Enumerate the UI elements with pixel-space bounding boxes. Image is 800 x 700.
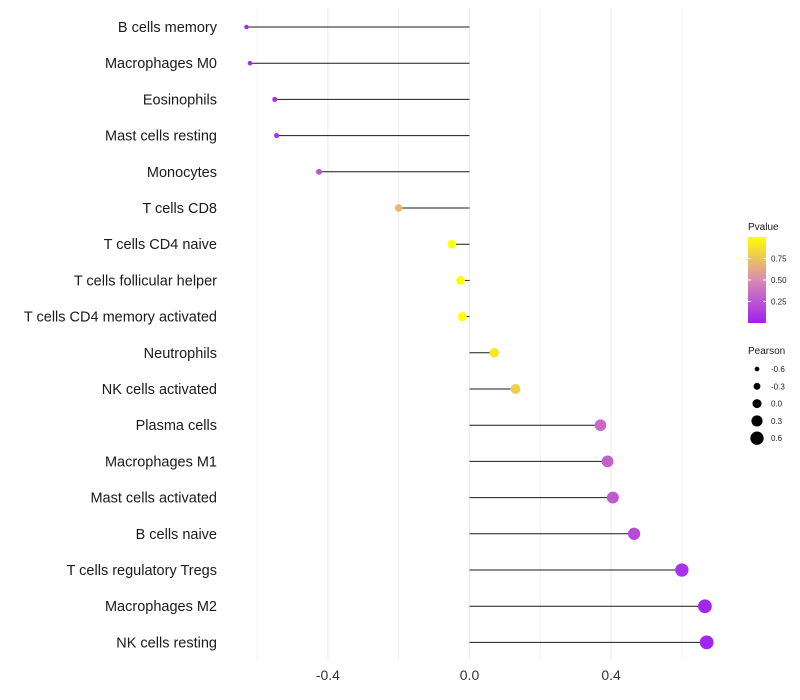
category-label: Plasma cells bbox=[136, 418, 217, 434]
category-label: NK cells activated bbox=[102, 382, 217, 398]
data-point bbox=[698, 599, 712, 614]
category-label: Mast cells activated bbox=[90, 491, 217, 507]
category-label: Neutrophils bbox=[144, 346, 217, 362]
category-label: NK cells resting bbox=[116, 635, 217, 651]
category-label: Macrophages M0 bbox=[105, 56, 217, 72]
data-point bbox=[247, 60, 253, 66]
size-legend-dot bbox=[752, 399, 762, 409]
size-legend-label: 0.0 bbox=[771, 400, 783, 409]
colorbar-tick-label: 0.50 bbox=[771, 276, 787, 285]
colorbar-tick-label: 0.75 bbox=[771, 255, 787, 264]
size-legend-dot bbox=[751, 415, 763, 427]
data-point bbox=[457, 312, 467, 322]
data-point bbox=[394, 204, 403, 212]
size-legend-dot bbox=[753, 382, 761, 390]
x-tick-label: 0.0 bbox=[460, 667, 480, 683]
data-point bbox=[272, 96, 278, 102]
data-point bbox=[699, 635, 714, 650]
x-axis-ticks: -0.4 0.0 0.4 bbox=[316, 667, 621, 683]
category-labels: B cells memory Macrophages M0 Eosinophils M… bbox=[24, 20, 218, 651]
category-label: Monocytes bbox=[147, 165, 217, 181]
category-label: T cells follicular helper bbox=[74, 273, 217, 289]
pearson-legend-title: Pearson bbox=[748, 346, 785, 357]
size-legend-label: 0.3 bbox=[771, 417, 783, 426]
pvalue-legend-title: Pvalue bbox=[748, 222, 779, 233]
pvalue-legend: Pvalue 0.25 0.50 0.75 bbox=[748, 222, 787, 323]
grid-lines bbox=[256, 8, 683, 660]
x-tick-label: -0.4 bbox=[316, 667, 340, 683]
data-point bbox=[601, 455, 614, 468]
data-point bbox=[489, 348, 500, 358]
size-legend-dot bbox=[754, 366, 760, 372]
size-legend-dot bbox=[750, 431, 764, 445]
category-label: T cells CD4 naive bbox=[104, 237, 217, 253]
category-label: Macrophages M1 bbox=[105, 454, 217, 470]
category-label: B cells naive bbox=[136, 527, 217, 543]
data-point bbox=[675, 563, 689, 577]
data-point bbox=[244, 24, 249, 30]
category-label: B cells memory bbox=[118, 20, 218, 36]
data-point bbox=[594, 419, 607, 432]
pearson-legend: Pearson -0.6 -0.3 0.0 0.3 0.6 bbox=[748, 346, 785, 445]
size-legend-label: -0.6 bbox=[771, 365, 785, 374]
category-label: Macrophages M2 bbox=[105, 599, 217, 615]
category-label: T cells regulatory Tregs bbox=[67, 563, 217, 579]
data-point bbox=[510, 384, 521, 394]
size-legend-label: 0.6 bbox=[771, 434, 783, 443]
stems bbox=[246, 26, 707, 643]
category-label: T cells CD4 memory activated bbox=[24, 310, 217, 326]
x-tick-label: 0.4 bbox=[601, 667, 621, 683]
category-label: T cells CD8 bbox=[142, 201, 217, 217]
data-point bbox=[627, 527, 641, 540]
category-label: Mast cells resting bbox=[105, 129, 217, 145]
colorbar-tick-label: 0.25 bbox=[771, 298, 787, 307]
data-point bbox=[316, 168, 323, 175]
points bbox=[244, 24, 714, 650]
pvalue-colorbar bbox=[748, 237, 766, 323]
data-point bbox=[447, 239, 457, 249]
data-point bbox=[606, 491, 619, 504]
data-point bbox=[274, 133, 280, 139]
size-legend-label: -0.3 bbox=[771, 382, 785, 391]
category-label: Eosinophils bbox=[143, 92, 217, 108]
data-point bbox=[456, 275, 466, 285]
